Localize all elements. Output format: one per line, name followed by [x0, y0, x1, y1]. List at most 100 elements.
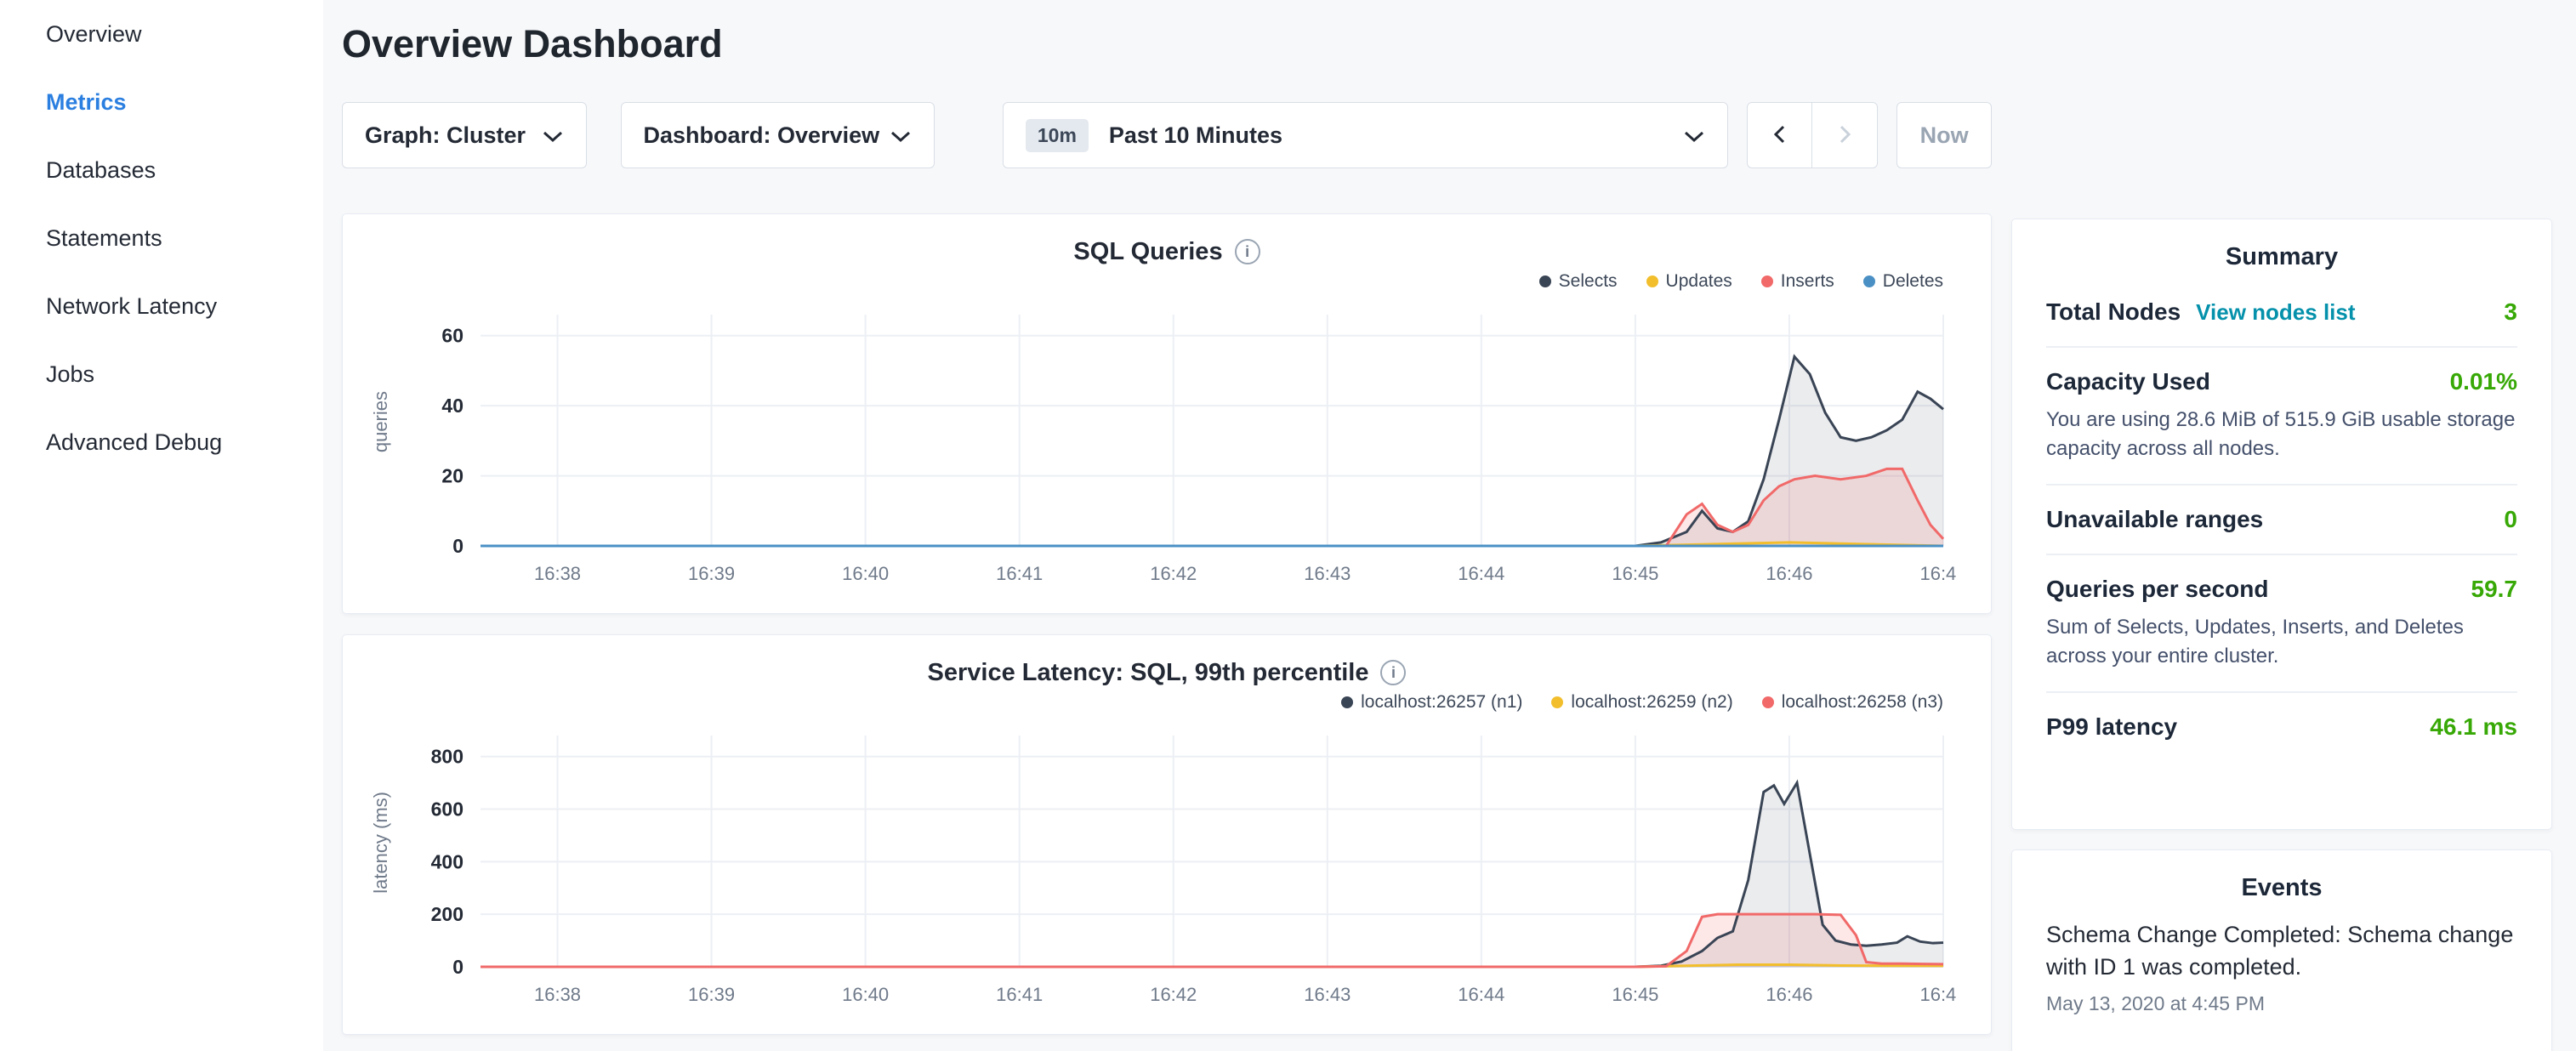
y-tick-label: 0	[452, 535, 463, 557]
series-area	[481, 469, 1943, 546]
summary-row-capacity-used: Capacity Used 0.01% You are using 28.6 M…	[2046, 346, 2517, 484]
event-item[interactable]: Schema Change Completed: Schema change w…	[2046, 919, 2517, 1015]
y-tick-label: 20	[441, 465, 463, 487]
events-title: Events	[2046, 874, 2517, 902]
summary-label: P99 latency	[2046, 713, 2177, 741]
sidebar-item-metrics[interactable]: Metrics	[0, 68, 323, 136]
x-tick-label: 16:44	[1458, 984, 1504, 1005]
summary-label: Total Nodes	[2046, 298, 2181, 326]
summary-description: Sum of Selects, Updates, Inserts, and De…	[2046, 613, 2517, 671]
time-window-label: Past 10 Minutes	[1109, 122, 1683, 149]
y-axis-title: latency (ms)	[361, 719, 400, 967]
legend-label: Updates	[1666, 271, 1732, 292]
x-tick-label: 16:47	[1919, 984, 1956, 1005]
sidebar-item-advanced-debug[interactable]: Advanced Debug	[0, 408, 323, 476]
sidebar-item-overview[interactable]: Overview	[0, 0, 323, 68]
x-tick-label: 16:43	[1304, 563, 1351, 584]
legend-label: Inserts	[1781, 271, 1834, 292]
chevron-down-icon	[542, 122, 564, 149]
sidebar-item-network-latency[interactable]: Network Latency	[0, 272, 323, 340]
time-back-button[interactable]	[1747, 102, 1812, 168]
y-axis-title: queries	[361, 298, 400, 546]
event-timestamp: May 13, 2020 at 4:45 PM	[2046, 992, 2517, 1015]
sidebar-item-jobs[interactable]: Jobs	[0, 340, 323, 408]
x-tick-label: 16:41	[996, 984, 1043, 1005]
x-tick-label: 16:46	[1766, 984, 1812, 1005]
legend-label: Deletes	[1883, 271, 1943, 292]
y-tick-label: 40	[441, 395, 463, 417]
y-tick-label: 0	[452, 956, 463, 978]
chart-title: Service Latency: SQL, 99th percentile	[928, 657, 1369, 688]
legend-item[interactable]: Selects	[1539, 271, 1618, 292]
x-tick-label: 16:40	[842, 563, 889, 584]
legend-item[interactable]: localhost:26258 (n3)	[1762, 692, 1943, 713]
now-button[interactable]: Now	[1896, 102, 1992, 168]
summary-value: 3	[2504, 298, 2517, 326]
legend-item[interactable]: Inserts	[1761, 271, 1834, 292]
series-area	[481, 914, 1943, 967]
y-tick-label: 60	[441, 325, 463, 347]
sidebar-item-databases[interactable]: Databases	[0, 136, 323, 204]
legend-dot	[1646, 276, 1658, 287]
graph-scope-label: Graph: Cluster	[365, 122, 526, 149]
chart-title: SQL Queries	[1073, 236, 1222, 267]
summary-row-unavailable-ranges: Unavailable ranges 0	[2046, 484, 2517, 554]
x-tick-label: 16:43	[1304, 984, 1351, 1005]
summary-label: Queries per second	[2046, 576, 2268, 603]
sql-queries-chart: 16:3816:3916:4016:4116:4216:4316:4416:45…	[400, 298, 1956, 597]
legend-label: Selects	[1559, 271, 1618, 292]
x-tick-label: 16:42	[1150, 563, 1197, 584]
sidebar-item-statements[interactable]: Statements	[0, 204, 323, 272]
event-text: Schema Change Completed: Schema change w…	[2046, 919, 2517, 984]
time-window-badge: 10m	[1026, 119, 1089, 152]
events-panel: Events Schema Change Completed: Schema c…	[2011, 849, 2552, 1051]
dashboard-dropdown[interactable]: Dashboard: Overview	[621, 102, 935, 168]
chevron-right-icon	[1835, 123, 1854, 148]
time-window-dropdown[interactable]: 10m Past 10 Minutes	[1003, 102, 1728, 168]
x-tick-label: 16:40	[842, 984, 889, 1005]
service-latency-chart: 16:38 16:39 16:40 16:41 16:42 16:43 16:44 16:45…	[400, 719, 1956, 1018]
legend-label: localhost:26259 (n2)	[1571, 692, 1732, 713]
summary-row-total-nodes: Total Nodes View nodes list 3	[2046, 278, 2517, 346]
x-tick-label: 16:42	[1150, 984, 1197, 1005]
y-tick-label: 200	[431, 903, 463, 925]
page-title: Overview Dashboard	[342, 0, 1992, 66]
legend-item[interactable]: Updates	[1646, 271, 1732, 292]
x-tick-label: 16:45	[1612, 984, 1658, 1005]
x-tick-label: 16:38	[534, 984, 581, 1005]
info-icon[interactable]: i	[1235, 239, 1260, 264]
summary-value: 0.01%	[2450, 368, 2517, 395]
summary-row-queries-per-second: Queries per second 59.7 Sum of Selects, …	[2046, 554, 2517, 691]
info-icon[interactable]: i	[1380, 660, 1406, 685]
x-tick-label: 16:38	[534, 563, 581, 584]
summary-value: 59.7	[2471, 576, 2518, 603]
summary-row-p99-latency: P99 latency 46.1 ms	[2046, 691, 2517, 761]
time-forward-button[interactable]	[1812, 102, 1878, 168]
view-nodes-link[interactable]: View nodes list	[2196, 299, 2355, 326]
chevron-down-icon	[890, 122, 912, 149]
chevron-left-icon	[1771, 123, 1789, 148]
y-tick-label: 800	[431, 746, 463, 768]
y-tick-label: 400	[431, 850, 463, 872]
x-tick-label: 16:39	[688, 984, 735, 1005]
legend-item[interactable]: localhost:26259 (n2)	[1551, 692, 1732, 713]
legend-dot	[1761, 276, 1773, 287]
summary-panel: Summary Total Nodes View nodes list 3 Ca…	[2011, 219, 2552, 830]
right-column: Summary Total Nodes View nodes list 3 Ca…	[2011, 219, 2552, 1051]
main-content: Overview Dashboard Graph: Cluster Dashbo…	[342, 0, 1992, 1035]
x-tick-label: 16:46	[1766, 563, 1812, 584]
summary-value: 46.1 ms	[2430, 713, 2517, 741]
time-step-buttons	[1747, 102, 1878, 168]
legend-dot	[1341, 696, 1353, 708]
legend-dot	[1551, 696, 1563, 708]
graph-scope-dropdown[interactable]: Graph: Cluster	[342, 102, 587, 168]
chevron-down-icon	[1683, 122, 1705, 149]
x-tick-label: 16:41	[996, 563, 1043, 584]
x-tick-label: 16:44	[1458, 563, 1504, 584]
series-area	[481, 356, 1943, 546]
summary-label: Unavailable ranges	[2046, 506, 2263, 533]
legend-dot	[1539, 276, 1551, 287]
legend-item[interactable]: localhost:26257 (n1)	[1341, 692, 1522, 713]
legend-item[interactable]: Deletes	[1863, 271, 1943, 292]
y-tick-label: 600	[431, 798, 463, 821]
